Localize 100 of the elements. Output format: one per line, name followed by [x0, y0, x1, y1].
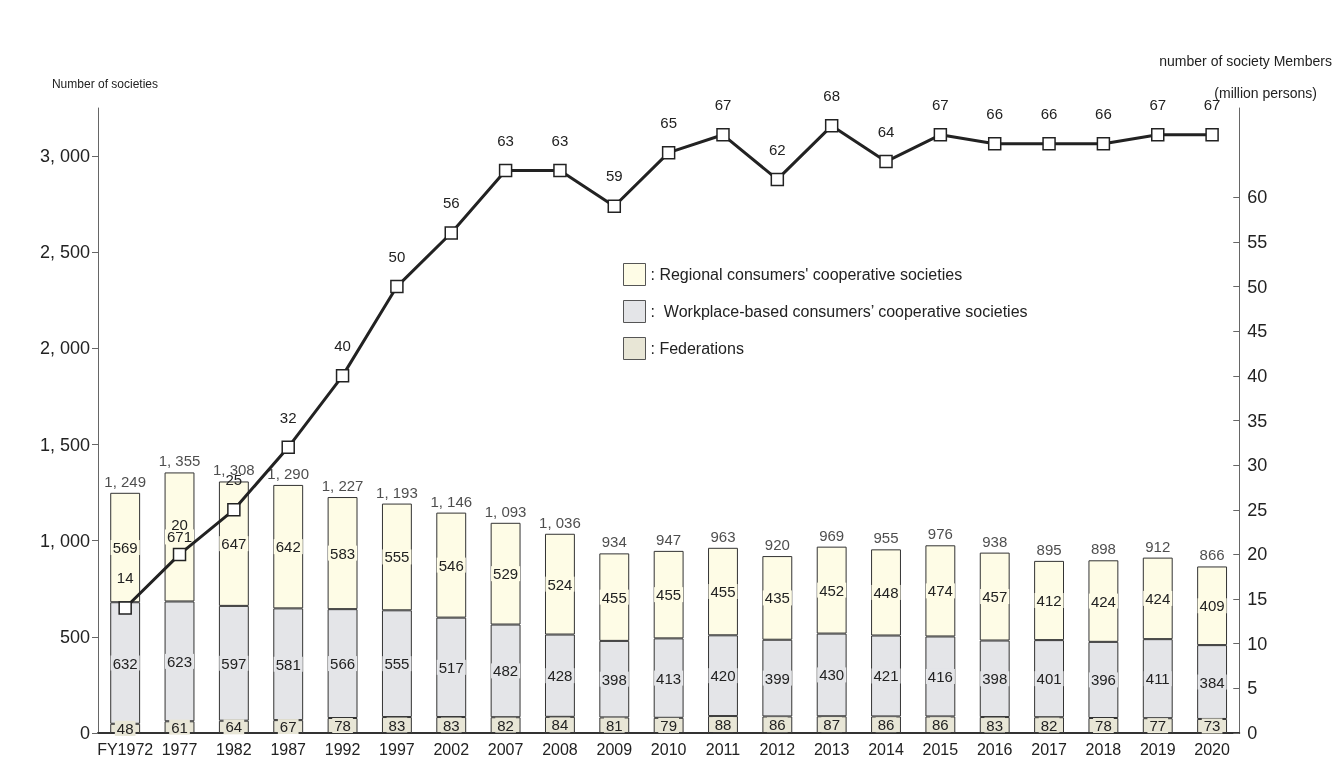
data-label: 430: [819, 666, 845, 684]
total-label: 963: [710, 527, 736, 545]
data-label: 67: [932, 96, 949, 114]
y2-tick-label: 35: [1247, 410, 1268, 431]
data-label: 82: [497, 716, 514, 734]
legend-label: : Workplace-based consumers’ cooperative societies: [650, 303, 1028, 320]
data-label: 73: [1203, 717, 1221, 735]
data-label: 64: [225, 718, 243, 736]
total-label: 898: [1090, 540, 1116, 558]
x-tick-label: 2016: [976, 740, 1013, 758]
x-tick-label: 2019: [1139, 740, 1176, 758]
total-label: 1, 093: [484, 502, 527, 520]
x-tick-label: 2011: [705, 740, 741, 758]
data-label: 61: [171, 718, 188, 736]
data-label: 524: [547, 575, 573, 593]
point: [390, 279, 404, 294]
x-tick-label: 1997: [379, 740, 415, 758]
data-label: 82: [1040, 716, 1058, 734]
y2-tick-label: 60: [1247, 187, 1268, 208]
data-label: 529: [493, 565, 519, 583]
y-axis-title: Number of societies: [51, 77, 158, 91]
data-label: 65: [660, 113, 677, 131]
total-label: 1, 249: [104, 472, 147, 490]
point: [607, 199, 622, 213]
data-label: 455: [656, 586, 682, 604]
point: [553, 163, 567, 178]
legend-label: : Regional consumers' cooperative societies: [650, 266, 963, 283]
data-label: 67: [1149, 96, 1167, 114]
y2-tick-label: 25: [1247, 499, 1268, 520]
total-label: 1, 146: [430, 492, 473, 510]
total-label: 1, 355: [158, 452, 201, 470]
x-tick-label: 2009: [596, 740, 633, 758]
data-label: 474: [927, 582, 953, 600]
data-label: 66: [1095, 104, 1112, 122]
data-label: 86: [877, 716, 895, 734]
data-label: 79: [660, 716, 677, 734]
point: [987, 136, 1002, 151]
y-tick-label: 500: [59, 626, 90, 647]
y2-tick-label: 55: [1247, 231, 1268, 252]
x-tick-label: 2020: [1194, 740, 1230, 758]
y-tick-label: 0: [79, 723, 90, 743]
data-label: 569: [112, 539, 138, 557]
data-label: 413: [656, 669, 682, 687]
point: [1151, 128, 1165, 142]
x-tick-label: 2010: [650, 740, 687, 758]
total-label: 1, 227: [321, 477, 364, 495]
point: [227, 503, 241, 517]
point: [824, 119, 839, 133]
y2-tick-label: 30: [1247, 455, 1268, 476]
point: [444, 226, 458, 240]
total-label: 912: [1145, 537, 1171, 555]
data-label: 59: [605, 167, 623, 185]
x-tick-label: 1987: [270, 740, 307, 758]
y-tick-label: 3, 000: [39, 146, 90, 167]
data-label: 84: [551, 716, 569, 734]
total-label: 976: [927, 525, 953, 543]
data-label: 14: [116, 569, 134, 587]
data-label: 597: [221, 654, 247, 672]
data-label: 81: [605, 716, 623, 734]
y2-tick-label: 40: [1247, 365, 1268, 386]
data-label: 421: [873, 667, 899, 685]
data-label: 623: [167, 652, 193, 670]
point: [879, 154, 893, 169]
total-label: 895: [1036, 540, 1062, 558]
data-label: 63: [551, 131, 569, 149]
total-label: 866: [1199, 546, 1225, 564]
data-label: 555: [384, 655, 410, 673]
data-label: 78: [1095, 717, 1112, 734]
y-tick-label: 2, 000: [39, 338, 90, 359]
data-label: 67: [714, 96, 732, 114]
x-tick-label: FY1972: [97, 740, 154, 758]
point: [933, 128, 948, 142]
data-label: 424: [1145, 589, 1171, 607]
data-label: 384: [1199, 673, 1225, 691]
data-label: 517: [438, 658, 464, 676]
point: [661, 145, 676, 160]
x-tick-label: 1977: [161, 740, 198, 758]
data-label: 401: [1036, 670, 1062, 688]
data-label: 398: [601, 670, 627, 688]
data-label: 398: [982, 670, 1008, 688]
y2-tick-label: 45: [1247, 321, 1268, 342]
data-label: 67: [279, 718, 297, 736]
point: [1042, 136, 1056, 151]
data-label: 412: [1036, 592, 1062, 609]
data-label: 40: [334, 337, 351, 355]
x-tick-label: 1992: [324, 740, 361, 758]
x-tick-label: 2015: [922, 740, 959, 758]
data-label: 416: [927, 667, 953, 685]
total-label: 1, 193: [376, 483, 418, 501]
data-label: 566: [330, 655, 356, 673]
data-label: 78: [334, 717, 351, 734]
data-label: 66: [986, 104, 1004, 122]
data-label: 32: [279, 408, 297, 426]
point: [716, 128, 730, 142]
y2-tick-label: 50: [1247, 276, 1268, 297]
data-label: 642: [275, 538, 301, 556]
data-label: 435: [764, 589, 790, 607]
point: [335, 369, 350, 383]
data-label: 457: [982, 588, 1008, 606]
data-label: 409: [1199, 597, 1225, 615]
